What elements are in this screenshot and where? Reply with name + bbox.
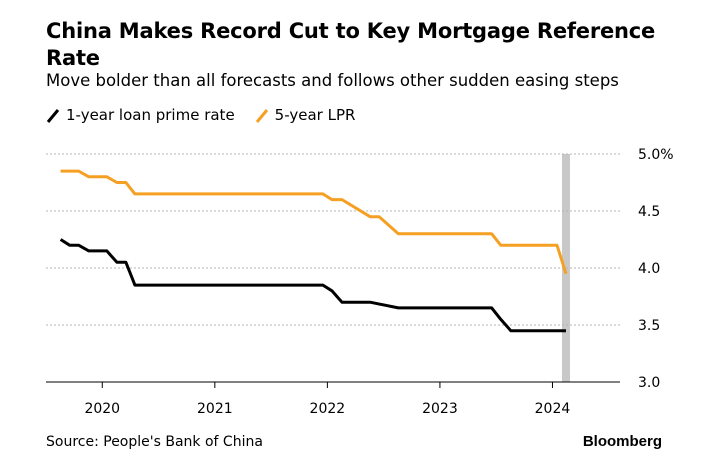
legend-swatch-5y [255, 104, 269, 126]
x-tick-label: 2022 [310, 401, 346, 417]
x-tick-label: 2020 [84, 401, 120, 417]
legend-label-1y: 1-year loan prime rate [66, 106, 235, 124]
x-tick-label: 2021 [197, 401, 233, 417]
legend-swatch-1y [46, 104, 60, 126]
chart-title: China Makes Record Cut to Key Mortgage R… [46, 19, 656, 70]
legend-item-5y: 5-year LPR [255, 104, 356, 126]
legend: 1-year loan prime rate 5-year LPR [46, 104, 375, 126]
y-tick-label: 3.0 [638, 375, 660, 391]
legend-item-1y: 1-year loan prime rate [46, 104, 235, 126]
y-tick-label: 4.0 [638, 261, 660, 277]
y-tick-label: 5.0% [638, 147, 674, 163]
series-line-1-year-lpr [59, 238, 566, 333]
x-tick-label: 2023 [422, 401, 458, 417]
y-tick-label: 4.5 [638, 204, 660, 220]
source-note: Source: People's Bank of China [46, 434, 263, 450]
y-tick-label: 3.5 [638, 318, 660, 334]
series-line-5-year-lpr [60, 169, 568, 275]
legend-label-5y: 5-year LPR [274, 106, 356, 124]
x-tick-label: 2024 [535, 401, 571, 417]
chart-subtitle: Move bolder than all forecasts and follo… [46, 71, 619, 90]
brand-logo: Bloomberg [582, 433, 662, 450]
highlight-band [561, 154, 570, 382]
